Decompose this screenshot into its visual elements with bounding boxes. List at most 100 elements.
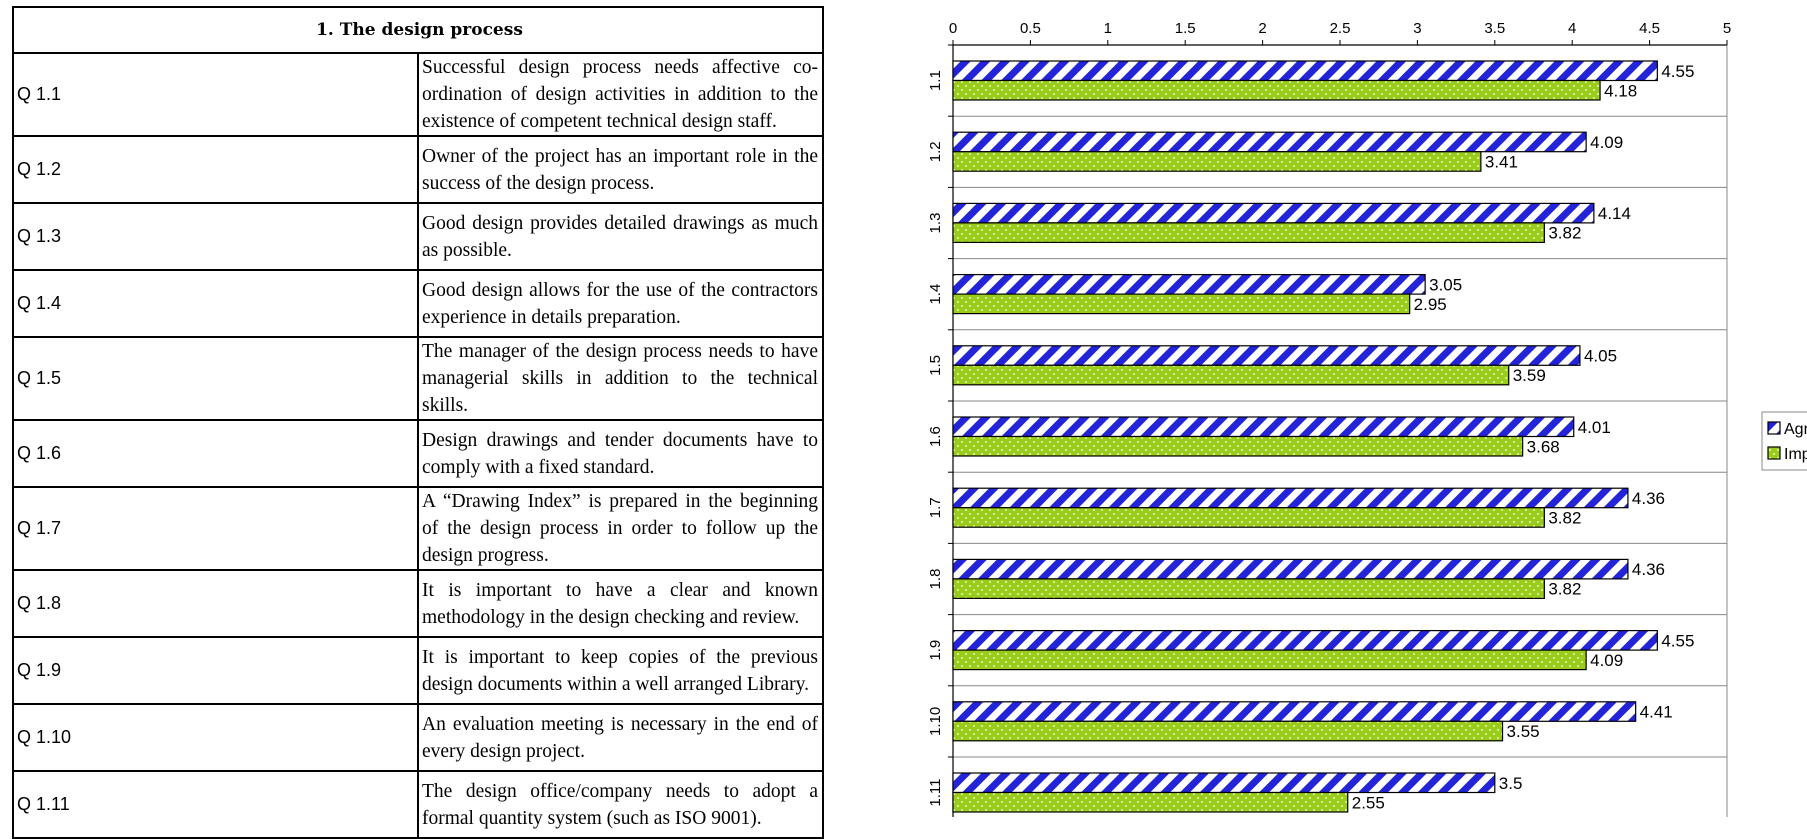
bar-agreement bbox=[952, 558, 1629, 580]
question-id: Q 1.5 bbox=[12, 336, 419, 421]
table-row: Q 1.5 The manager of the design process n… bbox=[12, 336, 824, 421]
category-label: 1.11 bbox=[927, 779, 944, 807]
x-tick-label: 4.5 bbox=[1639, 20, 1660, 37]
question-text: Good design allows for the use of the co… bbox=[417, 269, 824, 338]
bar-agreement bbox=[952, 416, 1575, 438]
question-id: Q 1.7 bbox=[12, 486, 419, 571]
data-label: 4.55 bbox=[1661, 631, 1694, 650]
data-label: 3.82 bbox=[1548, 508, 1581, 527]
question-text: Good design provides detailed drawings a… bbox=[417, 202, 824, 271]
bar-implementation bbox=[952, 720, 1504, 742]
bar-agreement bbox=[952, 274, 1426, 295]
data-label: 4.09 bbox=[1590, 651, 1623, 670]
bar-implementation bbox=[952, 79, 1601, 101]
agreement-implementation-chart: 0 0.5 1 1.5 2 2.5 3 3.5 4 4.5 51.11.21.31.41.51.61… bbox=[927, 20, 1807, 817]
question-text: An evaluation meeting is necessary in th… bbox=[417, 703, 824, 772]
data-label: 2.95 bbox=[1414, 295, 1447, 314]
category-label: 1.5 bbox=[927, 355, 944, 376]
question-id: Q 1.9 bbox=[12, 636, 419, 705]
legend-box bbox=[1761, 411, 1807, 471]
bar-agreement bbox=[952, 60, 1658, 82]
x-tick-label: 0 bbox=[949, 20, 957, 37]
x-tick-label: 5 bbox=[1723, 20, 1731, 37]
category-label: 1.8 bbox=[927, 569, 944, 590]
plot-area: 0 0.5 1 1.5 2 2.5 3 3.5 4 4.5 51.11.21.31.41.51.61… bbox=[927, 20, 1731, 817]
question-id: Q 1.4 bbox=[12, 269, 419, 338]
table-row: Q 1.11 The design office/company needs to… bbox=[12, 770, 824, 839]
x-tick-label: 4 bbox=[1568, 20, 1576, 37]
table-header: 1. The design process bbox=[12, 6, 824, 54]
table-row: Q 1.1 Successful design process needs aff… bbox=[12, 52, 824, 137]
x-tick-label: 3 bbox=[1413, 20, 1421, 37]
data-label: 3.5 bbox=[1499, 774, 1523, 793]
question-id: Q 1.2 bbox=[12, 135, 419, 204]
table-row: Q 1.8 It is important to have a clear and… bbox=[12, 569, 824, 638]
bar-implementation bbox=[952, 578, 1545, 600]
x-tick-label: 3.5 bbox=[1484, 20, 1505, 37]
data-label: 3.41 bbox=[1485, 152, 1518, 171]
category-label: 1.6 bbox=[927, 426, 944, 447]
category-label: 1.2 bbox=[927, 141, 944, 162]
table-row: Q 1.2 Owner of the project has an importa… bbox=[12, 135, 824, 204]
question-id: Q 1.11 bbox=[12, 770, 419, 839]
bar-agreement bbox=[952, 701, 1637, 722]
bar-agreement bbox=[952, 202, 1595, 224]
legend: Agreement Implementation bbox=[1761, 411, 1807, 471]
category-label: 1.1 bbox=[927, 70, 944, 91]
data-label: 3.59 bbox=[1513, 366, 1546, 385]
category-label: 1.4 bbox=[927, 284, 944, 305]
question-id: Q 1.8 bbox=[12, 569, 419, 638]
category-label: 1.7 bbox=[927, 497, 944, 518]
legend-swatch-implementation bbox=[1767, 446, 1781, 460]
data-label: 3.55 bbox=[1507, 722, 1540, 741]
data-label: 3.82 bbox=[1548, 224, 1581, 243]
question-id: Q 1.10 bbox=[12, 703, 419, 772]
data-label: 4.14 bbox=[1598, 204, 1631, 223]
bar-agreement bbox=[952, 772, 1496, 794]
question-text: It is important to keep copies of the pr… bbox=[417, 636, 824, 705]
bar-agreement bbox=[952, 629, 1658, 651]
x-tick-label: 2.5 bbox=[1330, 20, 1351, 37]
data-label: 4.41 bbox=[1640, 703, 1673, 722]
table-row: Q 1.4 Good design allows for the use of t… bbox=[12, 269, 824, 338]
x-tick-label: 1 bbox=[1104, 20, 1112, 37]
question-text: A “Drawing Index” is prepared in the beg… bbox=[417, 486, 824, 571]
question-text: Design drawings and tender documents hav… bbox=[417, 419, 824, 488]
category-label: 1.10 bbox=[927, 707, 944, 736]
question-table: 1. The design process Q 1.1 Successful de… bbox=[12, 6, 824, 839]
question-id: Q 1.3 bbox=[12, 202, 419, 271]
x-tick-label: 1.5 bbox=[1175, 20, 1196, 37]
table-header-row: 1. The design process bbox=[12, 6, 824, 54]
bar-implementation bbox=[952, 649, 1587, 671]
bar-agreement bbox=[952, 131, 1587, 153]
bar-implementation bbox=[952, 293, 1411, 315]
category-label: 1.9 bbox=[927, 640, 944, 661]
question-id: Q 1.6 bbox=[12, 419, 419, 488]
question-text: Owner of the project has an important ro… bbox=[417, 135, 824, 204]
data-label: 4.36 bbox=[1632, 489, 1665, 508]
data-label: 4.36 bbox=[1632, 560, 1665, 579]
bar-implementation bbox=[952, 435, 1524, 457]
data-label: 2.55 bbox=[1352, 793, 1385, 812]
bar-implementation bbox=[952, 151, 1482, 172]
bar-agreement bbox=[952, 345, 1581, 366]
table-row: Q 1.9 It is important to keep copies of t… bbox=[12, 636, 824, 705]
bar-implementation bbox=[952, 364, 1510, 386]
x-tick-label: 2 bbox=[1258, 20, 1266, 37]
data-label: 4.55 bbox=[1661, 62, 1694, 81]
legend-swatch-agreement bbox=[1767, 421, 1781, 435]
table-row: Q 1.6 Design drawings and tender document… bbox=[12, 419, 824, 488]
data-label: 4.05 bbox=[1584, 347, 1617, 366]
table-row: Q 1.3 Good design provides detailed drawi… bbox=[12, 202, 824, 271]
x-tick-label: 0.5 bbox=[1020, 20, 1041, 37]
category-label: 1.3 bbox=[927, 213, 944, 234]
bar-implementation bbox=[952, 222, 1545, 243]
data-label: 4.09 bbox=[1590, 133, 1623, 152]
data-label: 3.05 bbox=[1429, 275, 1462, 294]
table-row: Q 1.7 A “Drawing Index” is prepared in th… bbox=[12, 486, 824, 571]
bar-agreement bbox=[952, 487, 1629, 509]
legend-label: Agreement bbox=[1784, 421, 1807, 438]
table-row: Q 1.10 An evaluation meeting is necessary… bbox=[12, 703, 824, 772]
question-text: It is important to have a clear and know… bbox=[417, 569, 824, 638]
bar-implementation bbox=[952, 791, 1349, 813]
